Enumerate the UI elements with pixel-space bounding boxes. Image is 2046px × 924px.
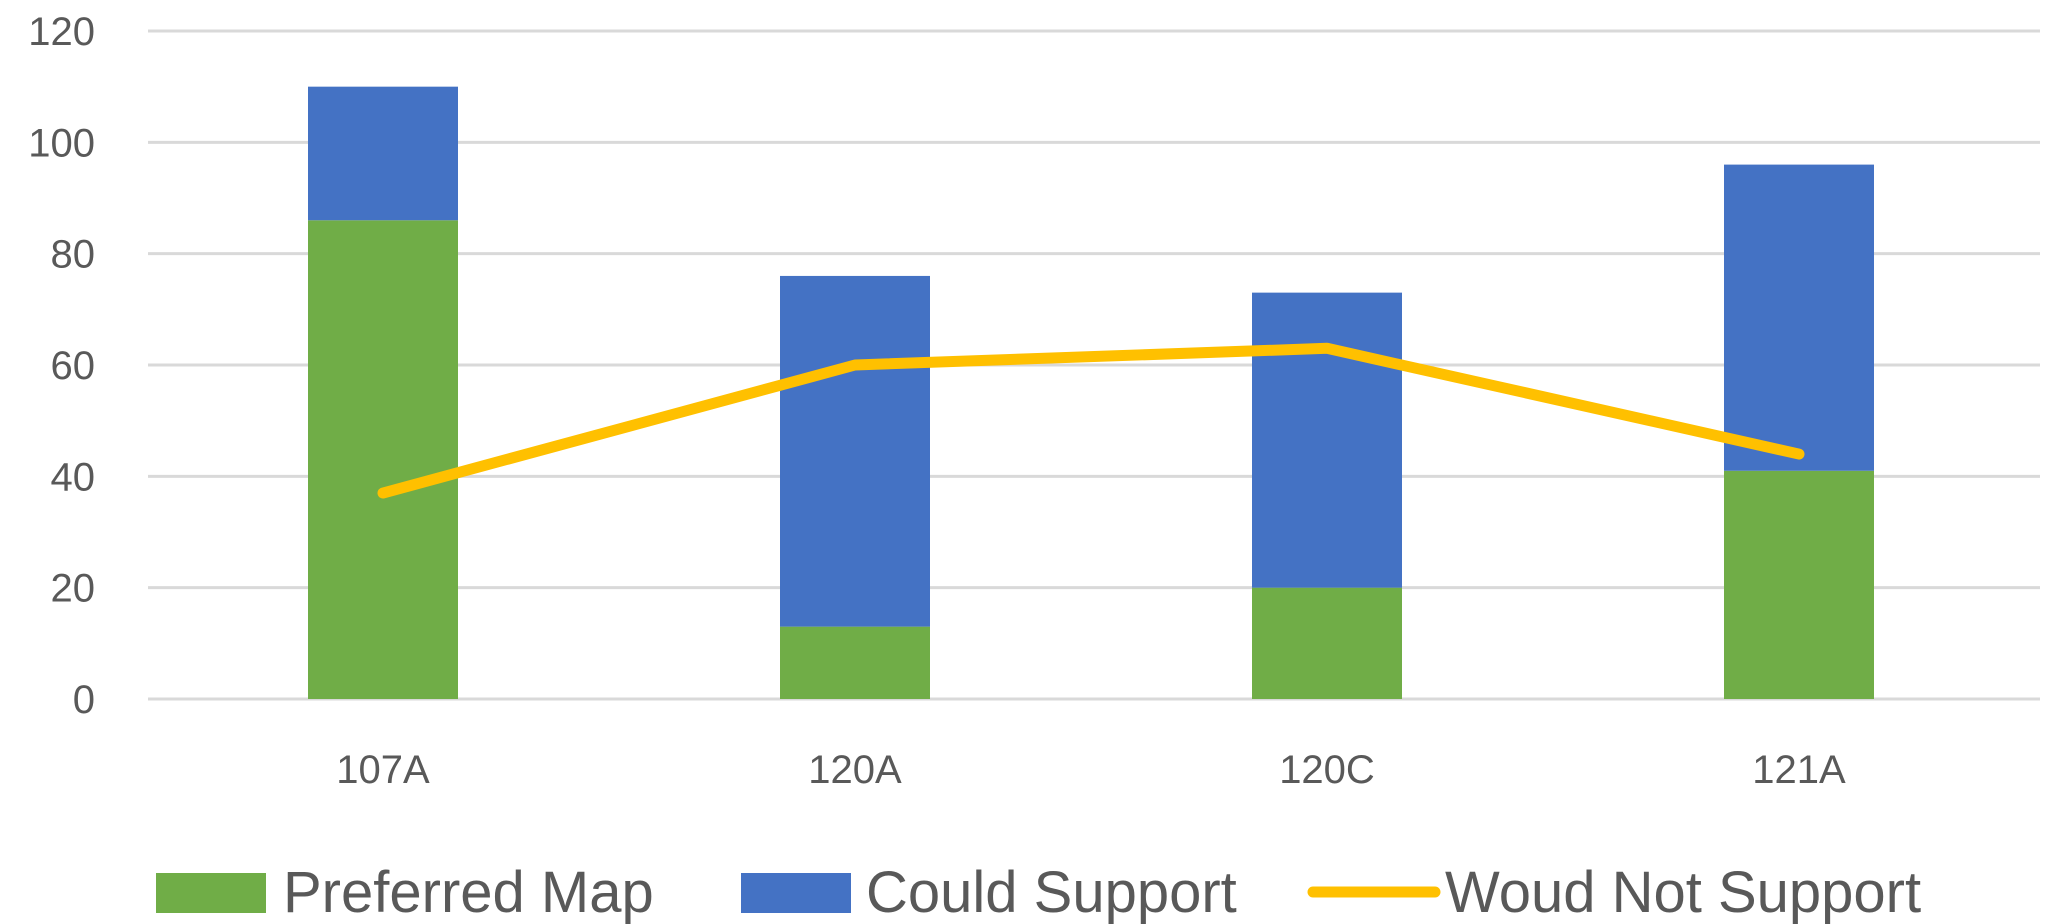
y-tick-label: 60	[51, 344, 96, 388]
x-tick-label: 121A	[1752, 748, 1846, 792]
y-tick-label: 100	[28, 121, 95, 165]
y-tick-label: 0	[73, 678, 95, 722]
legend-label-could-support: Could Support	[866, 860, 1237, 924]
legend-swatch-preferred-map	[156, 873, 266, 913]
legend-swatch-could-support	[741, 873, 851, 913]
bar-preferred-map	[1252, 587, 1402, 699]
bar-preferred-map	[1724, 470, 1874, 699]
line-woud-not-support	[377, 342, 1805, 499]
y-tick-label: 20	[51, 567, 96, 611]
bar-preferred-map	[308, 220, 458, 699]
bars	[308, 86, 1874, 699]
y-axis-ticks: 0 20 40 60 80 100 120	[28, 10, 95, 722]
bar-could-support	[780, 275, 930, 627]
legend: Preferred Map Could Support Woud Not Suppo…	[156, 860, 1921, 924]
y-tick-label: 120	[28, 10, 95, 54]
bar-could-support	[308, 86, 458, 221]
legend-label-woud-not-support: Woud Not Support	[1445, 860, 1921, 924]
x-tick-label: 120A	[808, 748, 902, 792]
line-series	[377, 342, 1805, 499]
x-tick-label: 107A	[336, 748, 430, 792]
bar-preferred-map	[780, 626, 930, 699]
y-tick-label: 80	[51, 233, 96, 277]
x-axis-ticks: 107A 120A 120C 121A	[336, 748, 1846, 792]
y-tick-label: 40	[51, 455, 96, 499]
bar-could-support	[1724, 164, 1874, 471]
x-tick-label: 120C	[1279, 748, 1375, 792]
bar-could-support	[1252, 292, 1402, 588]
legend-label-preferred-map: Preferred Map	[283, 860, 654, 924]
